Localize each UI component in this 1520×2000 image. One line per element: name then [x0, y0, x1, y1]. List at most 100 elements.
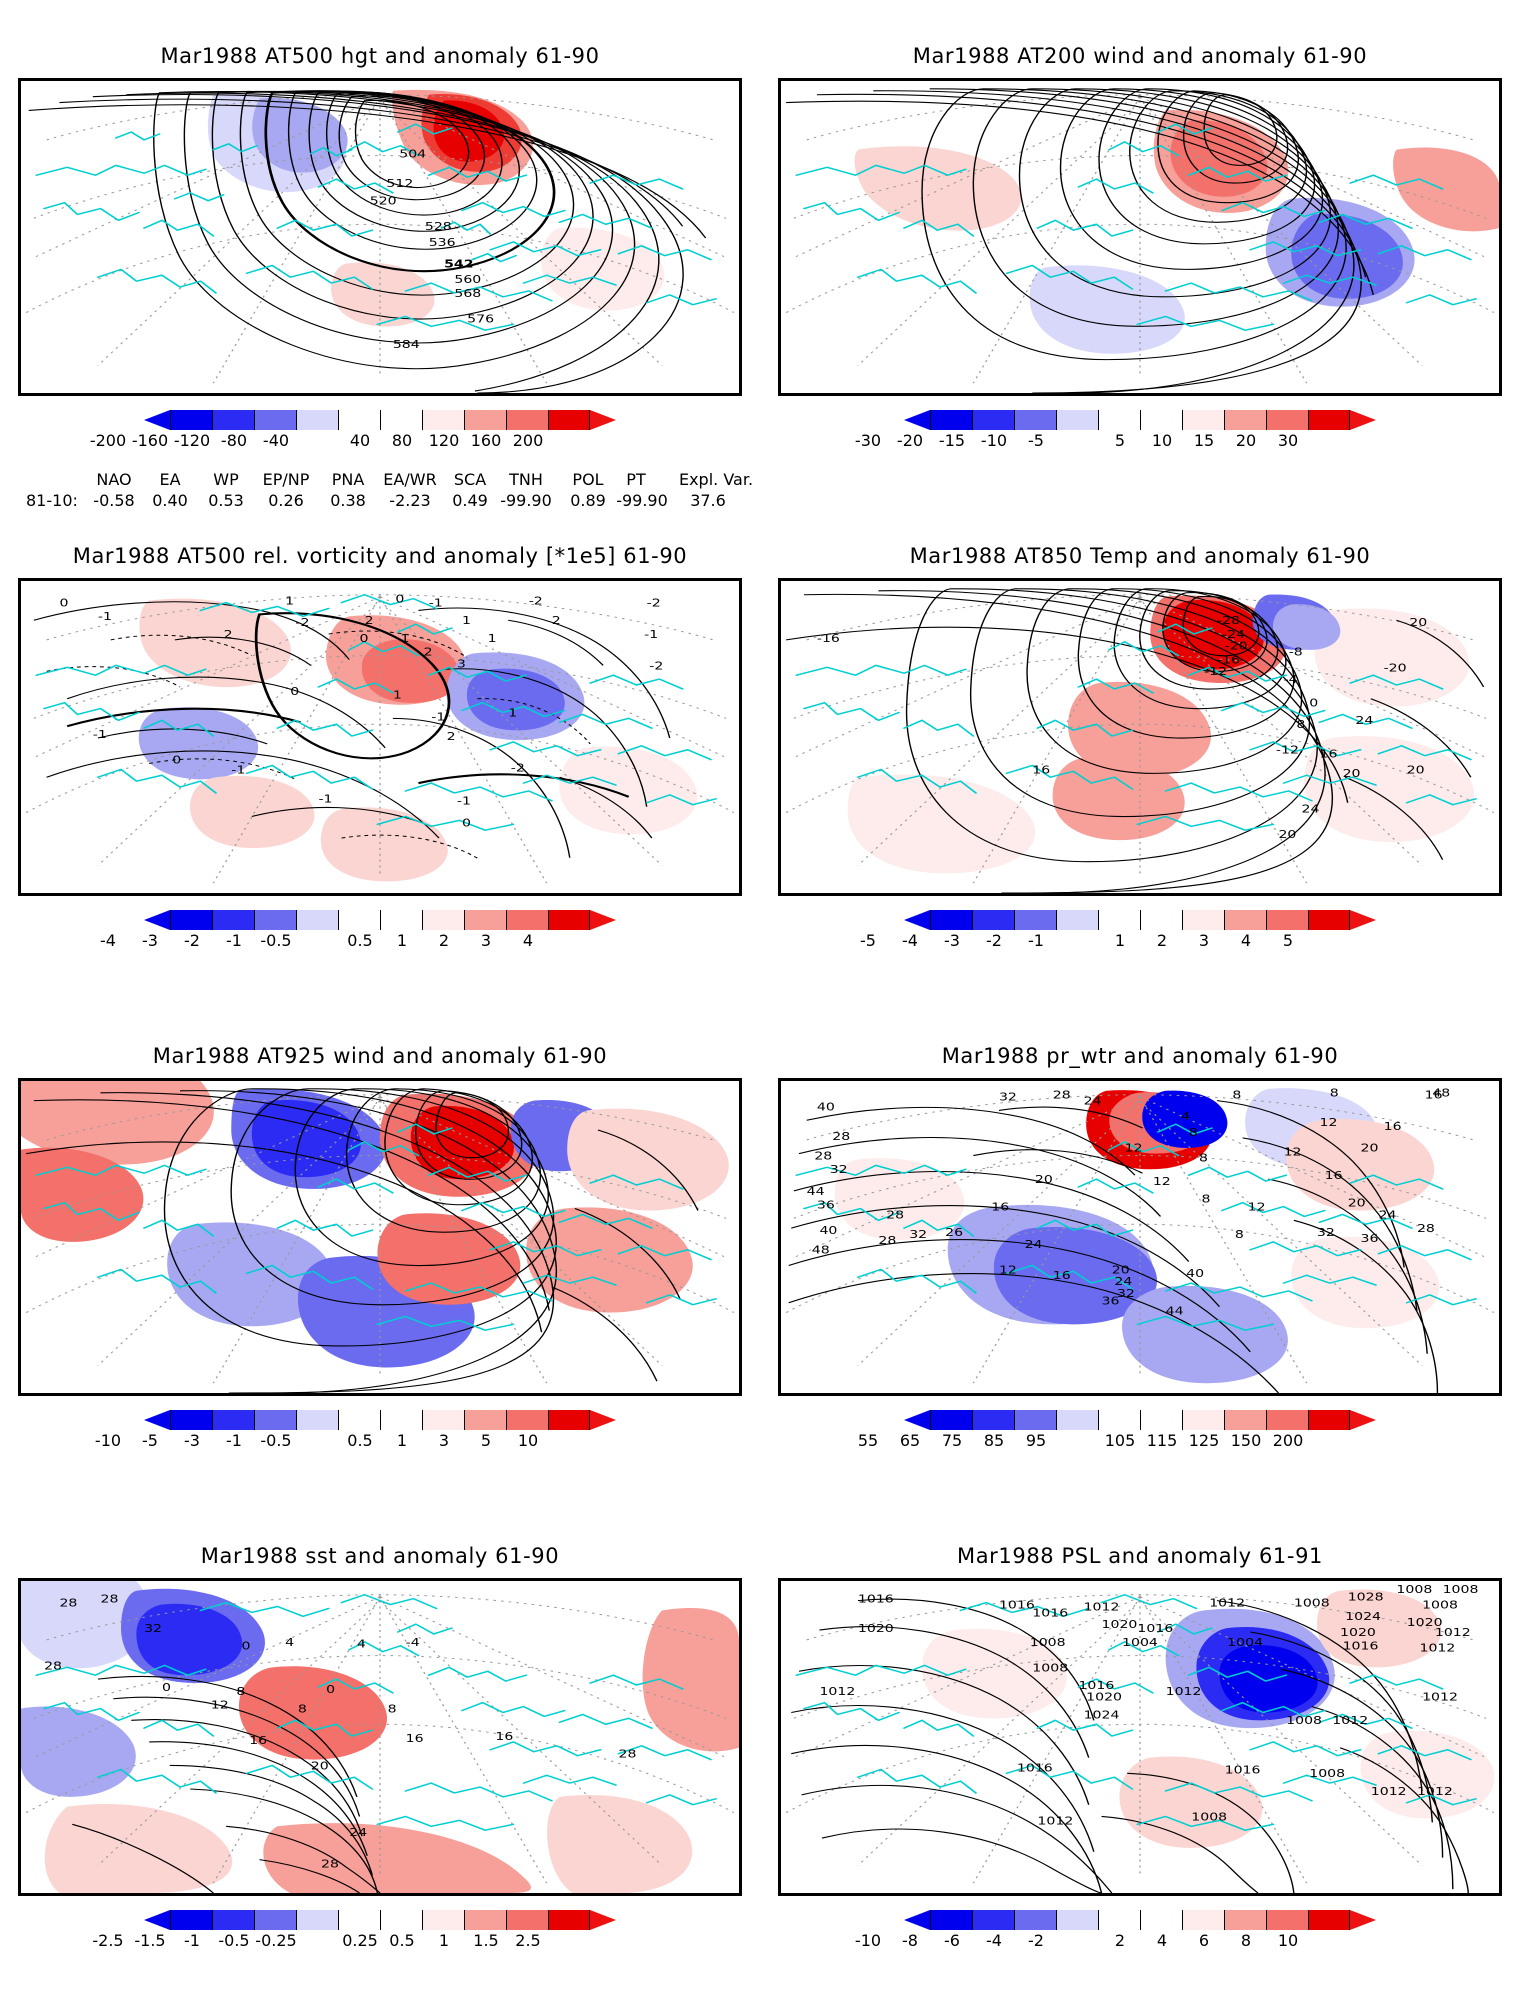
- panel-title: Mar1988 PSL and anomaly 61-91: [956, 1544, 1323, 1568]
- cbtick: -2: [986, 931, 1002, 950]
- cbtick: 4: [522, 931, 534, 950]
- colorbar-segment: [1308, 1910, 1350, 1930]
- colorbar-cap-low: [144, 1410, 170, 1430]
- cbtick: 2: [438, 931, 450, 950]
- colorbar-segment: [338, 910, 380, 930]
- contour-label: 28: [44, 1659, 62, 1672]
- contour-label: 1012: [1422, 1690, 1458, 1703]
- cbtick: -2: [184, 931, 200, 950]
- contour-label: 24: [1355, 714, 1373, 727]
- index-header-nao: NAO: [96, 470, 132, 489]
- contour-label: 36: [1102, 1294, 1120, 1307]
- cbtick: 30: [1277, 431, 1299, 450]
- contour-label: 16: [1384, 1120, 1402, 1133]
- contour-label: 32: [1117, 1287, 1135, 1300]
- contour-label: 8: [1189, 1126, 1198, 1139]
- cbtick: 65: [899, 1431, 921, 1450]
- colorbar-segment: [1308, 1410, 1350, 1430]
- map-pr-wtr[interactable]: 40 32 28 24 8 8 16 28 4 8 12 16 28 32: [778, 1078, 1502, 1396]
- colorbar-segment: [930, 910, 972, 930]
- cbtick: 10: [1151, 431, 1173, 450]
- contour-label: -1: [93, 728, 107, 741]
- index-header-eawr: EA/WR: [383, 470, 437, 489]
- contour-label: 1016: [1032, 1606, 1068, 1619]
- map-canvas: 1016 1016 1016 1012 1012 1008 1028 1008 …: [785, 1582, 1495, 1893]
- contour-label: -4: [1284, 673, 1298, 686]
- colorbar-segment: [1266, 1910, 1308, 1930]
- colorbar-cap-low: [904, 1410, 930, 1430]
- contour-label: 1: [462, 614, 471, 627]
- contour-label: 16: [1320, 747, 1338, 760]
- contour-label: 8: [298, 1702, 307, 1715]
- panel-at500-vorticity: Mar1988 AT500 rel. vorticity and anomaly…: [0, 500, 760, 1000]
- colorbar-psl: -10 -8 -6 -4 -2 2 4 6 8 10: [778, 1910, 1502, 1968]
- contour-label: 28: [878, 1234, 896, 1247]
- cbtick: -3: [944, 931, 960, 950]
- colorbar-segment: [1182, 1910, 1224, 1930]
- colorbar-segment: [548, 1410, 590, 1430]
- cbtick: 6: [1198, 1931, 1210, 1950]
- colorbar-segment: [1266, 410, 1308, 430]
- contour-label: 1016: [1078, 1679, 1114, 1692]
- contour-label: 1024: [1345, 1610, 1381, 1623]
- colorbar-segment: [338, 410, 380, 430]
- colorbar-segment: [380, 1410, 422, 1430]
- index-value-pna: 0.38: [330, 491, 366, 510]
- contour-label: -2: [529, 594, 543, 607]
- colorbar-segment: [1140, 1910, 1182, 1930]
- cbtick: 3: [438, 1431, 450, 1450]
- colorbar-segment: [506, 1410, 548, 1430]
- colorbar-strip: [778, 910, 1502, 930]
- colorbar-cap-high: [590, 410, 616, 430]
- contour-label: 40: [817, 1100, 835, 1113]
- contour-label: 12: [999, 1263, 1017, 1276]
- cbtick: 200: [1272, 1431, 1304, 1450]
- colorbar-segment: [170, 910, 212, 930]
- contour-label: 520: [370, 194, 397, 207]
- panel-at850-temp: Mar1988 AT850 Temp and anomaly 61-90: [760, 500, 1520, 1000]
- contour-label: -16: [817, 632, 840, 645]
- map-at850-temp[interactable]: -16 -28 -24 -20 -16 -12 -8 -4 0 20 -20 8…: [778, 578, 1502, 896]
- cbtick: -4: [902, 931, 918, 950]
- map-canvas: 0 1 0 -1 -2 -2 -2 2 1 2 -1 2 0 1: [25, 592, 735, 884]
- panel-at925-wind: Mar1988 AT925 wind and anomaly 61-90: [0, 1000, 760, 1500]
- colorbar-segment: [1098, 1910, 1140, 1930]
- colorbar-segment: [170, 1410, 212, 1430]
- cbtick: -4: [986, 1931, 1002, 1950]
- colorbar-cap-high: [590, 1910, 616, 1930]
- map-at500-vorticity[interactable]: 0 1 0 -1 -2 -2 -2 2 1 2 -1 2 0 1: [18, 578, 742, 896]
- map-at925-wind[interactable]: [18, 1078, 742, 1396]
- contour-label: 8: [1232, 1088, 1241, 1101]
- colorbar-segment: [464, 1910, 506, 1930]
- map-psl[interactable]: 1016 1016 1016 1012 1012 1008 1028 1008 …: [778, 1578, 1502, 1896]
- cbtick: -0.5: [218, 1931, 250, 1950]
- map-canvas: -16 -28 -24 -20 -16 -12 -8 -4 0 20 -20 8…: [785, 588, 1495, 893]
- map-sst[interactable]: 28 28 28 32 0 4 4 -4 0 8 0 12 8 8: [18, 1578, 742, 1896]
- contour-label: 1: [285, 594, 294, 607]
- map-at500-hgt[interactable]: 504 512 520 528 536 542 560 568 576 584: [18, 78, 742, 396]
- cbtick: -2.5: [92, 1931, 124, 1950]
- colorbar-segment: [464, 410, 506, 430]
- contour-label: 1008: [1191, 1810, 1227, 1823]
- colorbar-segment: [422, 1410, 464, 1430]
- contour-label: -2: [511, 761, 525, 774]
- contour-label: 28: [1417, 1222, 1435, 1235]
- contour-label: 1012: [1332, 1714, 1368, 1727]
- colorbar-ticks: 55 65 75 85 95 105 115 125 150 200: [778, 1430, 1502, 1452]
- contour-label: -2: [295, 616, 309, 629]
- colorbar-segment: [972, 1910, 1014, 1930]
- cbtick: 20: [1235, 431, 1257, 450]
- contour-label: 24: [1084, 1094, 1102, 1107]
- map-canvas: 40 32 28 24 8 8 16 28 4 8 12 16 28 32: [785, 1086, 1495, 1393]
- map-at200-wind[interactable]: [778, 78, 1502, 396]
- colorbar-segment: [506, 410, 548, 430]
- contour-label: 24: [1302, 802, 1320, 815]
- contour-label: -2: [647, 596, 661, 609]
- cbtick: 1.5: [473, 1931, 499, 1950]
- contour-label: 1008: [1309, 1767, 1345, 1780]
- colorbar-segment: [254, 910, 296, 930]
- index-header-ea: EA: [159, 470, 181, 489]
- contour-label: 1008: [1396, 1582, 1432, 1595]
- colorbar-at500-hgt: -200 -160 -120 -80 -40 40 80 120 160 200: [18, 410, 742, 468]
